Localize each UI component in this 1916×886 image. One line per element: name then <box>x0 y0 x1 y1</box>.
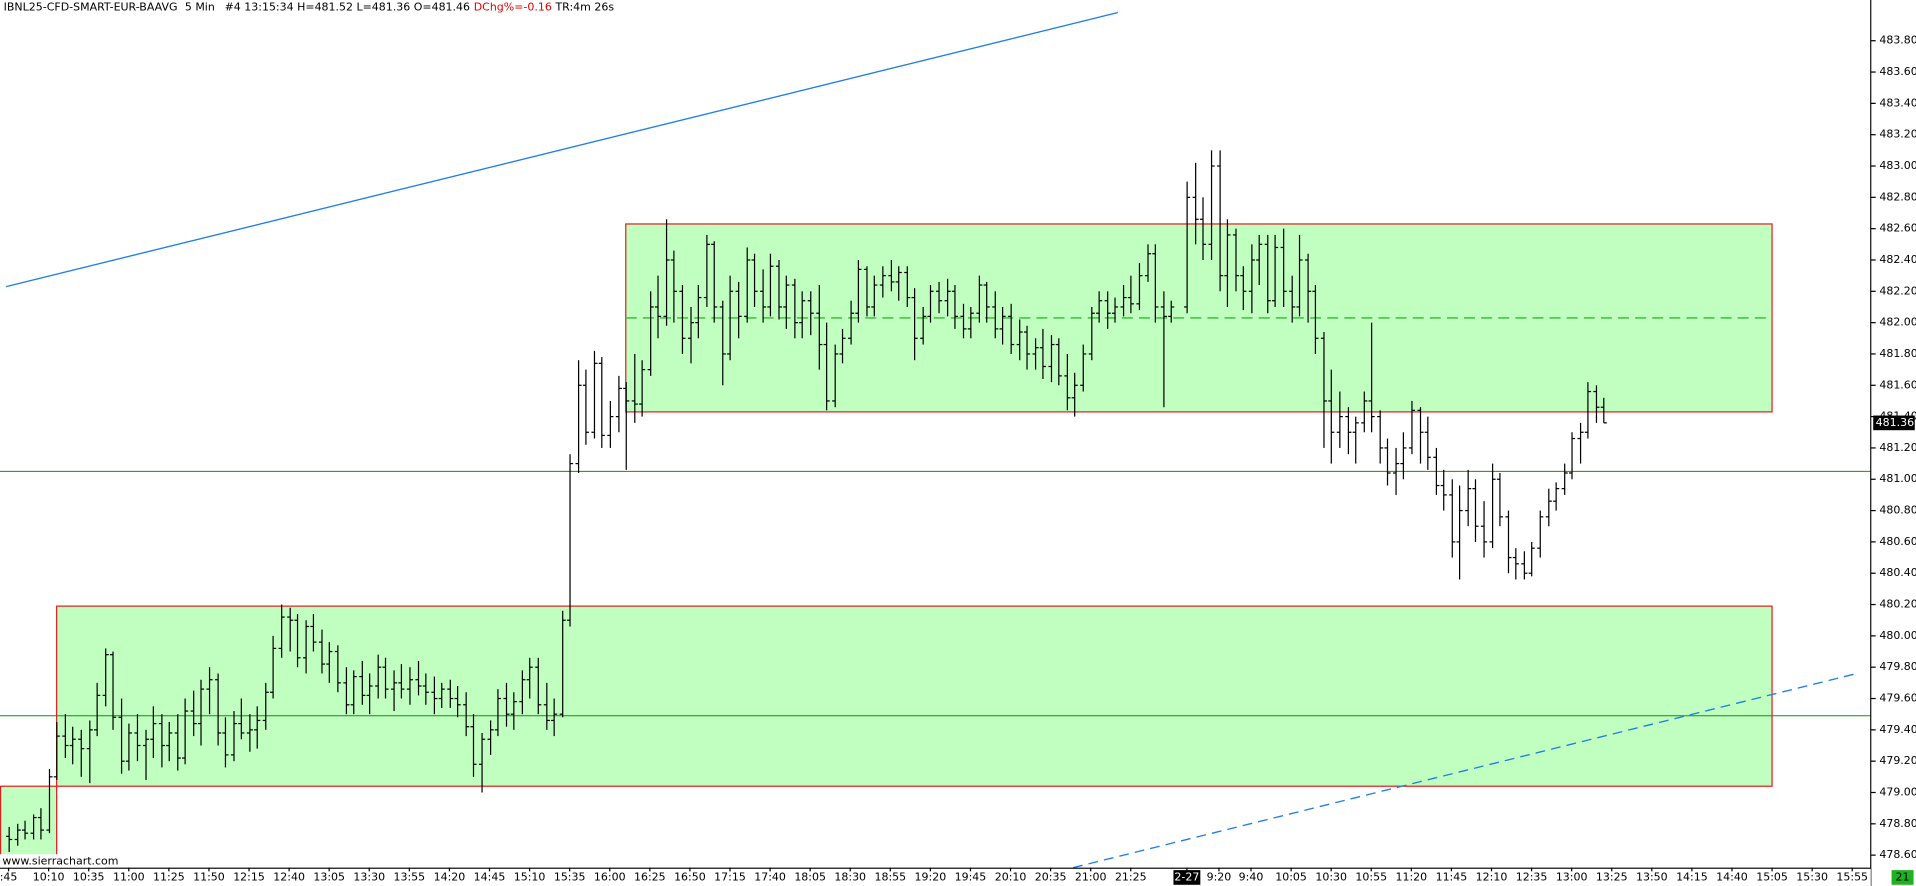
header: IBNL25-CFD-SMART-EUR-BAAVG 5 Min #4 13:15:… <box>4 0 615 13</box>
x-tick-label: 10:35 <box>73 870 105 883</box>
symbol: IBNL25-CFD-SMART-EUR-BAAVG <box>4 0 178 13</box>
x-tick-label: 17:40 <box>754 870 786 883</box>
y-tick-label: 479.00 <box>1879 785 1916 798</box>
y-tick-label: 480.80 <box>1879 504 1916 517</box>
x-tick-label: 13:00 <box>1556 870 1588 883</box>
watermark-background <box>0 854 106 868</box>
date-label-box <box>1173 870 1201 885</box>
watermark: www.sierrachart.com <box>2 855 118 868</box>
y-tick-label: 481.20 <box>1879 441 1916 454</box>
y-tick-label: 480.20 <box>1879 598 1916 611</box>
last-price-label: 481.36 <box>1876 416 1914 429</box>
x-tick-label: 17:15 <box>714 870 746 883</box>
corner-box <box>1891 870 1914 885</box>
x-tick-label: 20:10 <box>995 870 1027 883</box>
x-tick-label: 12:15 <box>233 870 265 883</box>
y-tick-label: 479.40 <box>1879 723 1916 736</box>
x-tick-label: 13:55 <box>394 870 426 883</box>
x-tick-label: 12:10 <box>1476 870 1508 883</box>
x-tick-label: 15:35 <box>554 870 586 883</box>
x-tick-label: 13:25 <box>1596 870 1628 883</box>
y-tick-label: 480.00 <box>1879 629 1916 642</box>
y-tick-label: 483.20 <box>1879 128 1916 141</box>
x-tick-label: 15:10 <box>514 870 546 883</box>
y-tick-label: 482.80 <box>1879 190 1916 203</box>
x-tick-label: 19:45 <box>955 870 987 883</box>
price-axis-background <box>1871 0 1916 869</box>
x-tick-label: 12:40 <box>273 870 305 883</box>
y-tick-label: 483.60 <box>1879 65 1916 78</box>
trend-line <box>1072 672 1858 869</box>
x-tick-label: 11:20 <box>1396 870 1428 883</box>
header-background <box>0 0 563 15</box>
x-tick-label: 9:20 <box>1207 870 1232 883</box>
y-tick-label: 483.80 <box>1879 34 1916 47</box>
bar-info: #4 13:15:34 H=481.52 L=481.36 O=481.46 <box>225 0 470 13</box>
x-tick-label: 20:35 <box>1035 870 1067 883</box>
x-tick-label: 12:35 <box>1516 870 1548 883</box>
x-tick-label: 19:20 <box>915 870 947 883</box>
x-tick-label: 21:00 <box>1075 870 1107 883</box>
y-tick-label: 483.00 <box>1879 159 1916 172</box>
x-tick-label: 14:20 <box>434 870 466 883</box>
y-tick-label: 481.80 <box>1879 347 1916 360</box>
x-tick-label: 10:30 <box>1315 870 1347 883</box>
y-tick-label: 481.00 <box>1879 472 1916 485</box>
x-tick-label: :45 <box>0 870 17 883</box>
interval: 5 Min <box>185 0 215 13</box>
x-tick-label: 18:55 <box>874 870 906 883</box>
y-tick-label: 478.60 <box>1879 848 1916 861</box>
y-tick-label: 482.60 <box>1879 222 1916 235</box>
x-tick-label: 13:30 <box>353 870 385 883</box>
y-tick-label: 481.60 <box>1879 378 1916 391</box>
y-tick-label: 483.40 <box>1879 96 1916 109</box>
x-tick-label: 15:30 <box>1796 870 1828 883</box>
plot-area <box>0 11 1871 869</box>
y-tick-label: 479.20 <box>1879 754 1916 767</box>
x-tick-label: 11:00 <box>113 870 145 883</box>
timer: TR:4m 26s <box>554 0 614 13</box>
x-tick-label: 15:55 <box>1836 870 1868 883</box>
x-tick-label: 11:25 <box>153 870 185 883</box>
last-price-box <box>1873 415 1915 431</box>
x-tick-label: 15:05 <box>1756 870 1788 883</box>
x-tick-label: 11:45 <box>1436 870 1468 883</box>
corner-label: 21 <box>1896 870 1910 883</box>
trend-line <box>5 11 1119 288</box>
x-tick-label: 11:50 <box>193 870 225 883</box>
time-axis-background <box>0 868 1871 886</box>
y-tick-label: 480.40 <box>1879 566 1916 579</box>
x-tick-label: 13:05 <box>313 870 345 883</box>
x-tick-label: 13:50 <box>1636 870 1668 883</box>
day-change: DChg%=-0.16 <box>474 0 552 13</box>
zone <box>56 605 1773 787</box>
y-tick-label: 482.00 <box>1879 316 1916 329</box>
x-tick-label: 14:15 <box>1676 870 1708 883</box>
x-tick-label: 9:40 <box>1239 870 1264 883</box>
x-tick-label: 10:10 <box>33 870 65 883</box>
x-tick-label: 18:05 <box>794 870 826 883</box>
x-tick-label: 16:00 <box>594 870 626 883</box>
x-tick-label: 14:40 <box>1716 870 1748 883</box>
y-tick-label: 480.60 <box>1879 535 1916 548</box>
x-tick-label: 14:45 <box>474 870 506 883</box>
x-tick-label: 16:50 <box>674 870 706 883</box>
y-tick-label: 479.60 <box>1879 692 1916 705</box>
y-tick-label: 478.80 <box>1879 817 1916 830</box>
y-tick-label: 482.20 <box>1879 284 1916 297</box>
y-tick-label: 479.80 <box>1879 660 1916 673</box>
x-tick-label: 21:25 <box>1115 870 1147 883</box>
x-tick-label: 10:05 <box>1275 870 1307 883</box>
x-tick-label: 10:55 <box>1355 870 1387 883</box>
x-tick-label: 18:30 <box>834 870 866 883</box>
y-tick-label: 482.40 <box>1879 253 1916 266</box>
x-tick-label: 2-27 <box>1174 870 1199 883</box>
x-tick-label: 16:25 <box>634 870 666 883</box>
